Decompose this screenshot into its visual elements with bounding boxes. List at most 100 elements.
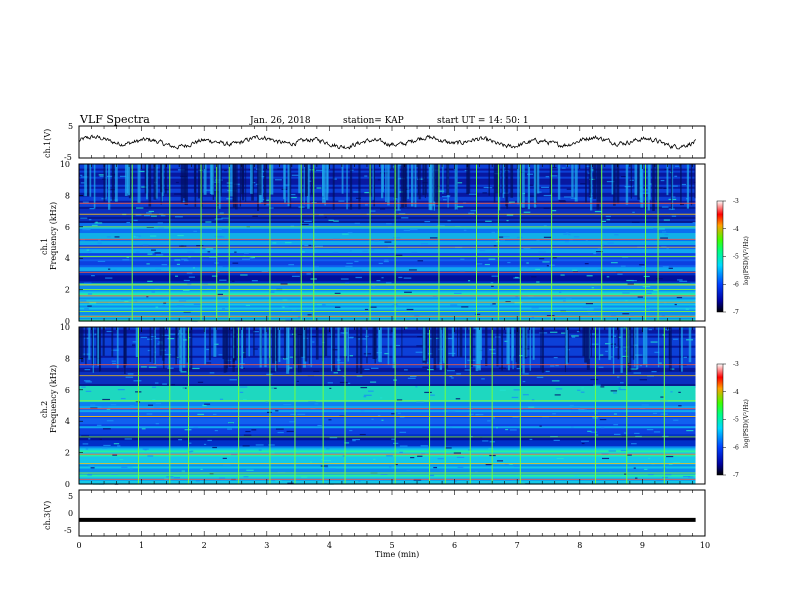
spectrogram-streak <box>92 327 94 373</box>
spectrogram-speckle <box>492 417 496 419</box>
spectrogram-row <box>79 411 696 415</box>
spectrogram-speckle <box>384 353 389 355</box>
spectrogram-streak <box>496 327 499 367</box>
spectrogram-streak <box>596 164 600 210</box>
spectrogram-speckle <box>593 308 602 310</box>
spectrogram-streak <box>632 327 635 360</box>
spectrogram-speckle <box>97 260 106 263</box>
spectrogram-speckle <box>98 239 101 241</box>
spectrogram-streak <box>425 164 427 195</box>
spectrogram-speckle <box>329 387 332 389</box>
spectrogram-speckle <box>453 292 462 294</box>
spectrogram-speckle <box>587 309 593 311</box>
spectrogram-speckle <box>258 449 262 451</box>
spectrogram-speckle <box>663 302 667 304</box>
spectrogram-speckle <box>647 473 654 476</box>
spectrogram-speckle <box>212 446 217 449</box>
spectrogram-speckle <box>631 443 637 445</box>
spectrogram-speckle <box>324 466 329 469</box>
spectrogram-speckle <box>380 397 383 399</box>
spectrogram-speckle <box>543 236 552 238</box>
spectrogram-streak <box>495 164 498 194</box>
spectrogram-speckle <box>550 365 555 367</box>
spectrogram-speckle <box>446 370 455 372</box>
spectrogram-streak <box>190 327 193 371</box>
spectrogram-speckle <box>313 370 320 373</box>
spectrogram-speckle <box>289 356 294 358</box>
spectrogram-speckle <box>482 192 487 194</box>
spectrogram-speckle <box>678 391 681 393</box>
spectrogram-speckle <box>342 233 349 235</box>
spectrogram-streak <box>349 164 353 210</box>
spectrogram-streak <box>326 164 329 201</box>
spectrogram-speckle <box>117 445 121 447</box>
spectrogram-streak <box>442 164 444 194</box>
figure-title: VLF Spectra <box>79 113 150 126</box>
spectrogram-row <box>79 459 696 463</box>
spectrogram-speckle <box>539 425 542 427</box>
spectrogram-speckle <box>89 302 97 304</box>
spectrogram-speckle <box>404 291 412 293</box>
spectrogram-row <box>79 451 696 455</box>
spectrogram-speckle <box>399 445 408 447</box>
spectrogram-speckle <box>111 473 118 475</box>
spectrogram-speckle <box>82 201 89 203</box>
spectrogram-speckle <box>349 250 352 252</box>
spectrogram-speckle <box>332 251 339 254</box>
spectrogram-speckle <box>605 350 608 352</box>
ch2-colorbar-label: log(PSD)(V²/Hz) <box>743 399 750 448</box>
spectrogram-speckle <box>500 239 505 241</box>
spectrogram-speckle <box>411 251 418 254</box>
spectrogram-streak <box>337 327 340 370</box>
spectrogram-speckle <box>153 337 161 340</box>
spectrogram-streak <box>385 164 387 203</box>
spectrogram-speckle <box>135 401 141 403</box>
spectrogram-speckle <box>479 250 486 252</box>
spectrogram-streak <box>356 327 359 374</box>
spectrogram-speckle <box>240 274 248 276</box>
spectrogram-streak <box>527 164 531 210</box>
spectrogram-streak <box>668 327 672 372</box>
spectrogram-speckle <box>542 261 550 263</box>
spectrogram-speckle <box>543 194 552 197</box>
spectrogram-row <box>79 210 696 213</box>
spectrogram-speckle <box>142 244 149 246</box>
spectrogram-speckle <box>102 428 111 430</box>
spectrogram-speckle <box>601 457 610 460</box>
spectrogram-speckle <box>386 223 392 225</box>
spectrogram-speckle <box>585 240 588 242</box>
spectrogram-speckle <box>207 439 212 442</box>
spectrogram-speckle <box>545 370 550 373</box>
spectrogram-speckle <box>80 300 87 302</box>
ch3-waveform-ticks <box>78 490 706 536</box>
spectrogram-streak <box>638 164 642 198</box>
spectrogram-speckle <box>106 420 114 422</box>
spectrogram-speckle <box>509 429 517 431</box>
spectrogram-speckle <box>429 474 435 477</box>
spectrogram-row <box>79 208 696 211</box>
spectrogram-streak <box>234 164 238 210</box>
spectrogram-speckle <box>111 349 119 351</box>
spectrogram-speckle <box>457 466 464 469</box>
spectrogram-streak <box>258 164 262 196</box>
spectrogram-speckle <box>504 463 509 465</box>
spectrogram-speckle <box>578 408 585 411</box>
spectrogram-speckle <box>138 170 145 173</box>
spectrogram-speckle <box>290 413 297 415</box>
spectrogram-streak <box>515 327 517 363</box>
spectrogram-row <box>79 214 696 217</box>
spectrogram-speckle <box>113 443 120 445</box>
frequency-tick-label: 8 <box>65 191 70 200</box>
spectrogram-speckle <box>304 220 312 222</box>
spectrogram-streak <box>510 164 514 198</box>
spectrogram-speckle <box>102 398 111 401</box>
spectrogram-speckle <box>629 368 638 370</box>
spectrogram-speckle <box>214 343 219 345</box>
ch1-ytick-bottom: -5 <box>64 153 72 162</box>
spectrogram-speckle <box>614 234 619 236</box>
spectrogram-speckle <box>620 175 626 178</box>
spectrogram-streak <box>379 327 382 363</box>
spectrogram-speckle <box>271 387 275 389</box>
spectrogram-speckle <box>622 355 629 357</box>
spectrogram-speckle <box>287 482 294 484</box>
